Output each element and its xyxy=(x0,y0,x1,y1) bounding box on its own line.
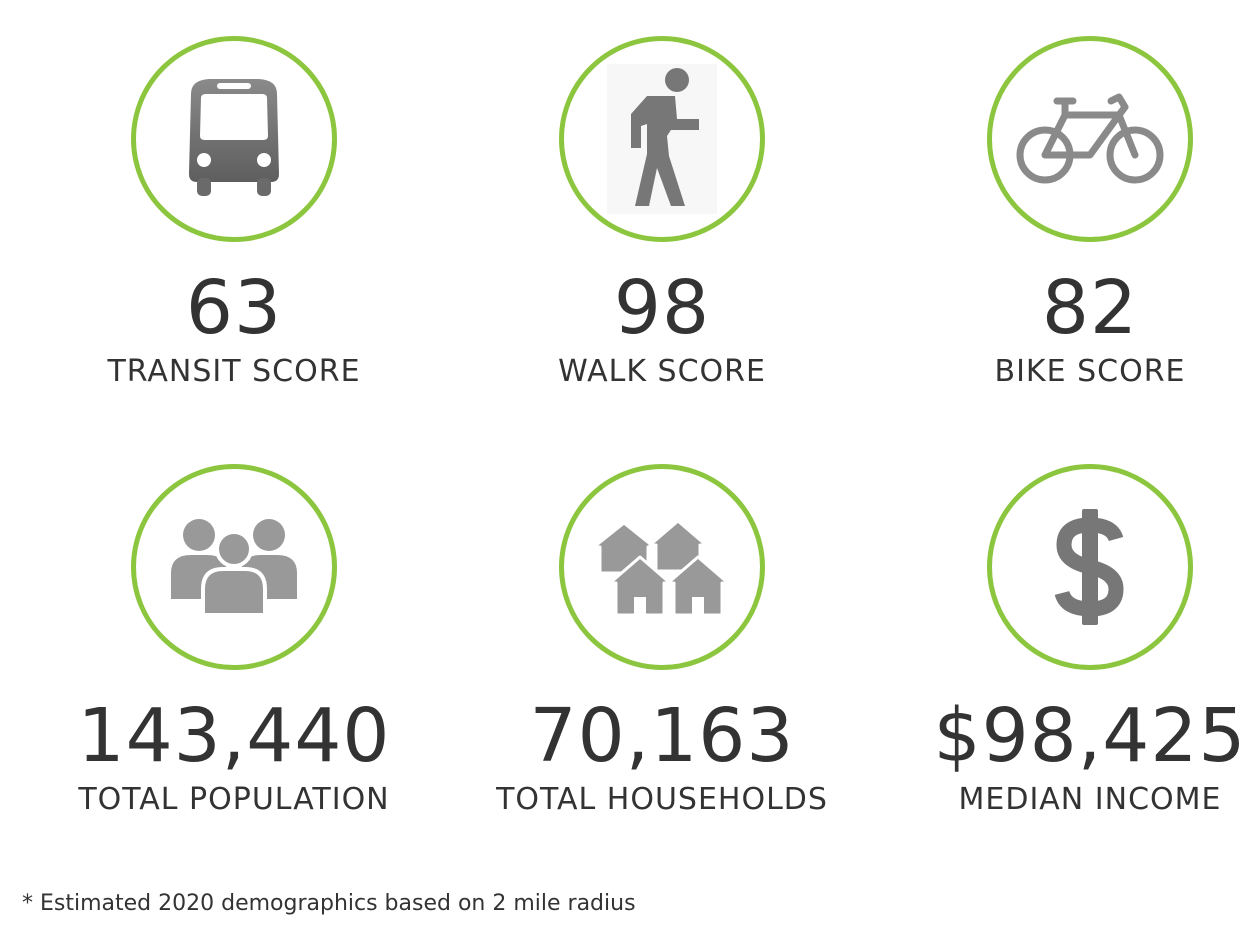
total-population-label: TOTAL POPULATION xyxy=(78,782,390,817)
bike-score-value: 82 xyxy=(1041,265,1139,351)
bike-score-label: BIKE SCORE xyxy=(994,354,1186,389)
footnote: * Estimated 2020 demographics based on 2… xyxy=(22,891,636,916)
bus-icon xyxy=(189,79,279,196)
income-icon-ring xyxy=(987,464,1193,670)
walk-score-label: WALK SCORE xyxy=(558,354,766,389)
median-income-value: $98,425 xyxy=(933,693,1247,779)
walk-icon-ring xyxy=(559,36,765,242)
total-households-value: 70,163 xyxy=(529,693,795,779)
bike-score-stat: 82 BIKE SCORE xyxy=(890,36,1250,390)
pedestrian-icon xyxy=(607,64,717,214)
median-income-label: MEDIAN INCOME xyxy=(958,782,1222,817)
median-income-stat: $98,425 MEDIAN INCOME xyxy=(890,464,1250,818)
total-population-value: 143,440 xyxy=(77,693,391,779)
transit-score-value: 63 xyxy=(185,265,283,351)
transit-score-label: TRANSIT SCORE xyxy=(107,354,361,389)
total-population-stat: 143,440 TOTAL POPULATION xyxy=(34,464,434,818)
dollar-sign-icon xyxy=(1054,509,1124,625)
bicycle-icon xyxy=(1016,93,1164,184)
households-icon-ring xyxy=(559,464,765,670)
bike-icon-ring xyxy=(987,36,1193,242)
total-households-stat: 70,163 TOTAL HOUSEHOLDS xyxy=(462,464,862,818)
houses-icon xyxy=(592,519,730,617)
transit-score-stat: 63 TRANSIT SCORE xyxy=(34,36,434,390)
population-icon-ring xyxy=(131,464,337,670)
transit-icon-ring xyxy=(131,36,337,242)
total-households-label: TOTAL HOUSEHOLDS xyxy=(496,782,828,817)
walk-score-value: 98 xyxy=(613,265,711,351)
people-group-icon xyxy=(171,519,297,617)
walk-score-stat: 98 WALK SCORE xyxy=(462,36,862,390)
